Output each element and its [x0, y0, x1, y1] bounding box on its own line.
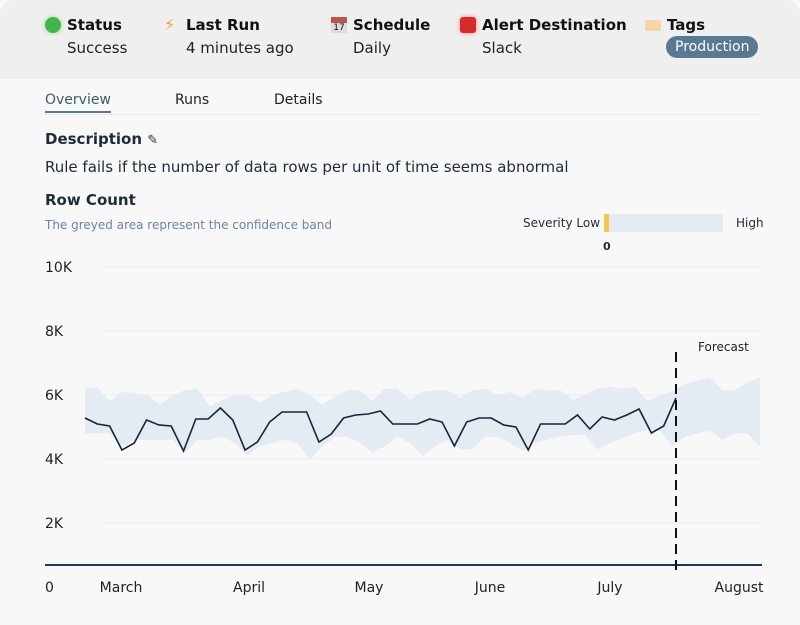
last-run-meta: ⚡ Last Run 4 minutes ago — [164, 16, 294, 57]
forecast-label: Forecast — [698, 340, 749, 354]
schedule-value: Daily — [353, 39, 391, 57]
siren-icon — [460, 17, 476, 33]
tab-runs[interactable]: Runs — [175, 92, 210, 108]
severity-high-label: High — [736, 216, 764, 230]
y-tick-label: 6K — [45, 388, 64, 404]
calendar-icon: 17 — [331, 17, 347, 33]
confidence-band — [85, 377, 760, 459]
tab-details[interactable]: Details — [274, 92, 323, 108]
last-run-value: 4 minutes ago — [186, 39, 294, 57]
y-tick-label: 4K — [45, 452, 64, 468]
description-title: Description ✎ — [45, 130, 159, 148]
y-tick-label: 10K — [45, 260, 73, 276]
severity-low-label: Severity Low — [523, 216, 601, 230]
summary-bar: Status Success ⚡ Last Run 4 minutes ago 1… — [0, 0, 800, 79]
x-tick-label: May — [355, 580, 384, 596]
x-tick-label: April — [233, 580, 265, 596]
alert-label: Alert Destination — [482, 16, 627, 34]
row-count-line — [84, 397, 677, 453]
severity-bar — [604, 214, 723, 232]
severity-indicator — [604, 214, 609, 232]
tag-icon — [645, 19, 661, 31]
x-tick-label: March — [100, 580, 143, 596]
description-text: Rule fails if the number of data rows pe… — [45, 158, 569, 176]
schedule-label: Schedule — [353, 16, 431, 34]
severity-value: 0 — [603, 240, 611, 253]
tag-production[interactable]: Production — [666, 36, 759, 58]
schedule-meta: 17 Schedule Daily — [331, 16, 430, 57]
tags-label: Tags — [667, 16, 706, 34]
status-value: Success — [67, 39, 128, 57]
row-count-title: Row Count — [45, 191, 136, 209]
row-count-subtitle: The greyed area represent the confidence… — [45, 218, 332, 232]
alert-meta: Alert Destination Slack — [460, 16, 627, 57]
y-tick-label: 8K — [45, 324, 64, 340]
x-tick-label: August — [715, 580, 765, 596]
last-run-label: Last Run — [186, 16, 260, 34]
status-meta: Status Success — [45, 16, 127, 57]
edit-pencil-icon[interactable]: ✎ — [147, 133, 159, 148]
x-origin-label: 0 — [45, 580, 54, 596]
tags-meta: Tags Production — [645, 16, 759, 58]
status-label: Status — [67, 16, 122, 34]
x-tick-label: July — [596, 580, 622, 596]
y-tick-label: 2K — [45, 516, 64, 532]
x-tick-label: June — [474, 580, 506, 596]
lightning-icon: ⚡ — [164, 15, 176, 34]
green-dot-icon — [45, 17, 61, 33]
alert-value: Slack — [482, 39, 522, 57]
tab-overview[interactable]: Overview — [45, 92, 111, 113]
tab-bar: Overview Runs Details — [45, 90, 762, 115]
